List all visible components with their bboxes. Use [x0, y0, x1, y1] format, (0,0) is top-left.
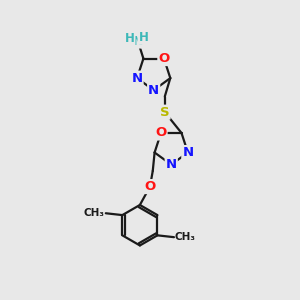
Text: H: H — [139, 31, 148, 44]
Text: N: N — [131, 72, 142, 85]
Text: O: O — [155, 127, 167, 140]
Text: N: N — [166, 158, 177, 171]
Text: O: O — [144, 180, 156, 193]
Text: H: H — [125, 32, 134, 45]
Text: O: O — [158, 52, 169, 65]
Text: N: N — [182, 146, 194, 159]
Text: CH₃: CH₃ — [175, 232, 196, 242]
Text: S: S — [160, 106, 169, 119]
Text: N: N — [133, 34, 143, 48]
Text: N: N — [148, 84, 159, 97]
Text: CH₃: CH₃ — [84, 208, 105, 218]
